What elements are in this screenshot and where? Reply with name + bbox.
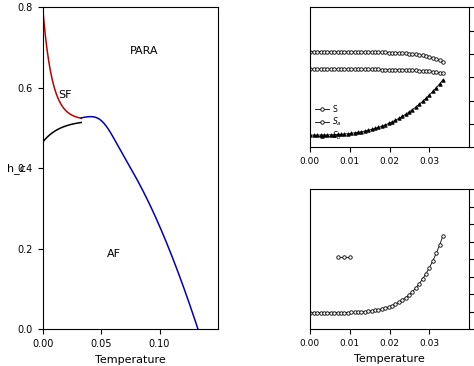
- Text: AF: AF: [107, 249, 121, 259]
- Text: PARA: PARA: [130, 46, 159, 56]
- X-axis label: Temperature: Temperature: [354, 354, 425, 364]
- X-axis label: Temperature: Temperature: [95, 355, 166, 365]
- Text: SF: SF: [58, 90, 72, 100]
- Y-axis label: h_c: h_c: [7, 163, 26, 174]
- Legend: S, $S_a$, $S_b$: S, $S_a$, $S_b$: [314, 104, 344, 143]
